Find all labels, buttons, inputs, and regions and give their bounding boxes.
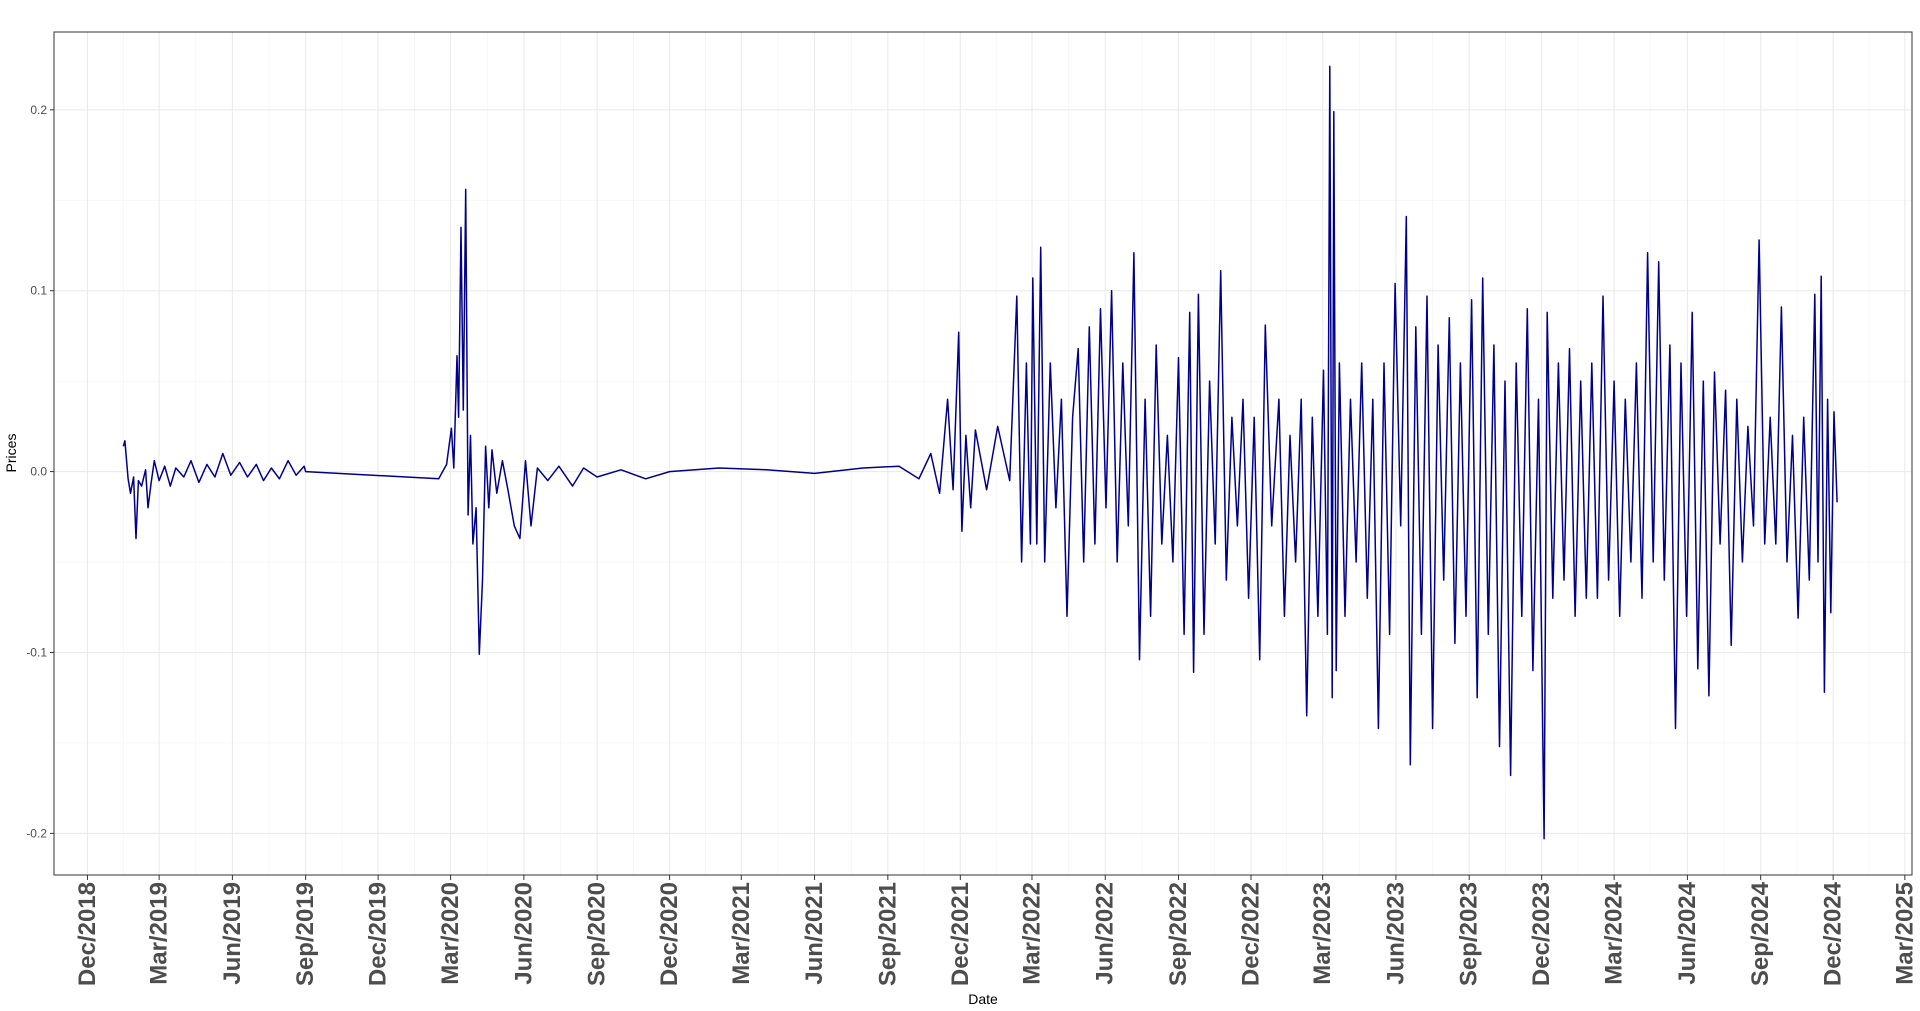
x-tick-label: Dec/2018 (74, 882, 101, 986)
x-tick-label: Mar/2024 (1601, 881, 1628, 984)
x-tick-label: Jun/2020 (510, 882, 537, 985)
x-tick-label: Mar/2023 (1309, 882, 1336, 985)
series-line (122, 65, 1838, 840)
x-tick-label: Sep/2022 (1165, 882, 1192, 986)
x-tick-label: Mar/2025 (1891, 882, 1918, 985)
x-tick-label: Jun/2024 (1674, 881, 1701, 984)
y-tick-label: -0.2 (26, 826, 47, 840)
x-tick-label: Mar/2022 (1018, 882, 1045, 985)
x-tick-label: Dec/2020 (656, 882, 683, 986)
x-tick-label: Sep/2021 (874, 882, 901, 986)
x-tick-label: Mar/2021 (728, 882, 755, 985)
x-tick-label: Dec/2019 (365, 882, 392, 986)
x-tick-label: Sep/2020 (584, 882, 611, 986)
y-tick-label: 0.2 (30, 103, 47, 117)
x-tick-label: Sep/2019 (292, 882, 319, 986)
x-tick-label: Mar/2020 (437, 882, 464, 985)
x-axis-title: Date (968, 991, 998, 1007)
y-tick-label: -0.1 (26, 645, 47, 659)
x-tick-label: Jun/2019 (219, 882, 246, 985)
series-layer (122, 65, 1838, 840)
x-tick-label: Dec/2023 (1528, 882, 1555, 986)
grid (54, 32, 1912, 875)
x-tick-label: Jun/2022 (1092, 882, 1119, 985)
x-tick-label: Dec/2022 (1237, 882, 1264, 986)
x-tick-label: Sep/2024 (1747, 881, 1774, 986)
y-tick-label: 0.1 (30, 284, 47, 298)
x-axis: Dec/2018 Mar/2019 Jun/2019 Sep/2019 Dec/2019… (74, 875, 1918, 986)
y-axis-title: Prices (3, 434, 19, 473)
x-tick-label: Mar/2019 (146, 882, 173, 985)
plot-panel (54, 32, 1912, 875)
y-axis: -0.2 -0.1 0.0 0.1 0.2 (26, 103, 54, 840)
x-tick-label: Dec/2021 (947, 882, 974, 986)
x-tick-label: Jun/2023 (1382, 882, 1409, 985)
x-tick-label: Sep/2023 (1456, 882, 1483, 986)
x-tick-label: Jun/2021 (801, 882, 828, 985)
x-tick-label: Dec/2024 (1820, 881, 1847, 986)
plot-border (53, 31, 1913, 876)
y-tick-label: 0.0 (30, 465, 47, 479)
